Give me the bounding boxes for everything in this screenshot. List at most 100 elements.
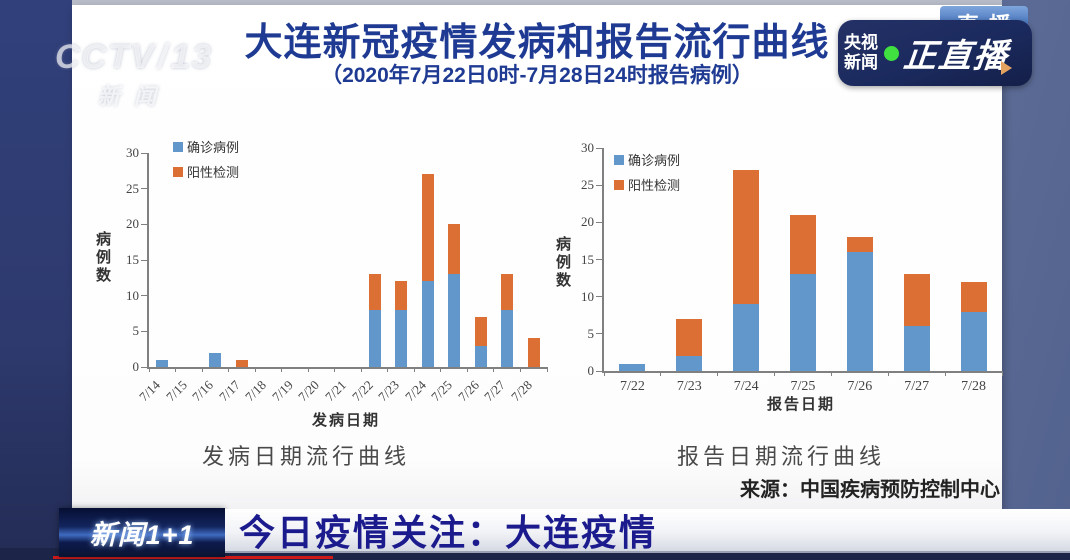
- chart-panel: 大连新冠疫情发病和报告流行曲线 （2020年7月22日0时-7月28日24时报告…: [72, 5, 1003, 510]
- bar-segment: [474, 345, 487, 367]
- plot-area: 0 5 10 15 20 25 30 7/14 7/15 7/16 7/17 7/18 7/19 7/20…: [126, 140, 548, 404]
- y-tick-label: 15: [581, 251, 594, 267]
- x-tick-mark-icon: [493, 367, 495, 372]
- bar-segment: [960, 281, 987, 312]
- x-tick-mark-icon: [413, 367, 415, 372]
- y-tick-label: 0: [587, 363, 595, 378]
- x-tick-mark-icon: [254, 367, 256, 372]
- program-logo-text: 新闻1+1: [89, 520, 195, 550]
- x-tick-mark-icon: [334, 367, 336, 372]
- program-logo: 新闻1+1: [59, 508, 225, 557]
- bar-segment: [527, 338, 540, 367]
- cctv-logo-caption: 新闻: [97, 84, 170, 109]
- headline-text: 今日疫情关注：大连疫情: [239, 512, 658, 553]
- headline-banner: 今日疫情关注：大连疫情: [225, 509, 1070, 553]
- y-tick-mark-icon: [596, 221, 602, 223]
- plot-area: 0 5 10 15 20 25 30 7/22 7/23 7/24 7/25 7/26 7/27 7/28…: [581, 140, 1003, 394]
- bar-segment: [395, 281, 408, 310]
- bar-segment: [421, 174, 434, 282]
- y-tick-mark-icon: [141, 259, 147, 261]
- data-source: 来源：中国疾病预防控制中心: [740, 479, 1000, 501]
- x-tick-label: 7/23: [676, 379, 702, 394]
- live-broadcast-badge: 央视 新闻 正直播: [838, 20, 1032, 86]
- y-tick-mark-icon: [596, 184, 602, 186]
- bar-segment: [676, 318, 703, 357]
- bar-segment: [733, 304, 760, 371]
- x-tick-mark-icon: [440, 367, 442, 372]
- y-tick-label: 30: [126, 145, 139, 160]
- bar-segment: [846, 252, 873, 371]
- y-tick-mark-icon: [596, 259, 602, 260]
- chart-caption: 发病日期流行曲线: [201, 444, 410, 469]
- x-tick-mark-icon: [307, 367, 309, 372]
- bar-segment: [790, 214, 816, 275]
- bar-segment: [368, 274, 381, 310]
- legend-swatch-icon: [173, 166, 183, 177]
- y-tick-label: 5: [587, 325, 595, 341]
- x-tick-mark-icon: [175, 367, 177, 372]
- y-tick-label: 25: [126, 180, 139, 196]
- bar-segment: [501, 309, 514, 367]
- chart-legend: 确诊病例 阳性检测: [173, 137, 239, 187]
- x-tick-mark-icon: [1001, 371, 1003, 376]
- cctv-logo-slash: /: [157, 38, 170, 76]
- bar-segment: [235, 359, 248, 367]
- live-dot-icon: [884, 45, 899, 61]
- y-tick-label: 25: [581, 177, 594, 193]
- legend-item: 阳性检测: [614, 175, 680, 194]
- x-tick-mark-icon: [717, 371, 719, 376]
- bar-segment: [421, 281, 434, 367]
- bar-segment: [960, 311, 987, 371]
- y-tick-mark-icon: [596, 370, 602, 372]
- x-tick-mark-icon: [387, 367, 389, 372]
- y-tick-label: 20: [126, 216, 139, 232]
- legend-item: 阳性检测: [173, 162, 239, 181]
- badge-channel-line2: 新闻: [844, 53, 878, 72]
- legend-swatch-icon: [614, 154, 624, 165]
- bar-segment: [501, 274, 514, 310]
- y-tick-mark-icon: [596, 147, 602, 149]
- y-tick-label: 5: [132, 323, 140, 339]
- x-tick-label: 7/26: [847, 379, 873, 394]
- badge-channel-line1: 央视: [844, 33, 878, 53]
- legend-swatch-icon: [173, 141, 183, 152]
- x-tick-label: 7/28: [961, 379, 986, 394]
- cctv-logo-text: CCTV: [55, 38, 156, 76]
- x-axis-title: 报告日期: [766, 397, 835, 413]
- y-tick-label: 10: [581, 288, 594, 304]
- y-tick-mark-icon: [596, 296, 602, 298]
- x-tick-mark-icon: [774, 371, 776, 376]
- red-accent-line: [53, 556, 333, 559]
- y-tick-label: 0: [132, 359, 140, 374]
- bar-segment: [448, 224, 461, 275]
- bar-segment: [209, 352, 222, 367]
- legend-item: 确诊病例: [173, 137, 239, 156]
- page-subtitle: （2020年7月22日0时-7月28日24时报告病例）: [321, 64, 753, 87]
- y-tick-label: 30: [581, 140, 594, 155]
- bar-segment: [474, 317, 487, 346]
- y-tick-mark-icon: [141, 188, 147, 190]
- x-tick-label: 7/22: [619, 379, 645, 394]
- bar-segment: [846, 237, 873, 253]
- legend-label: 阳性检测: [187, 165, 240, 180]
- x-tick-mark-icon: [830, 371, 832, 376]
- legend-label: 阳性检测: [628, 178, 681, 193]
- x-tick-mark-icon: [281, 367, 283, 372]
- y-axis-title: 病例数: [94, 231, 110, 285]
- x-tick-label: 7/25: [790, 379, 816, 394]
- chart-legend: 确诊病例 阳性检测: [614, 150, 680, 200]
- x-tick-mark-icon: [148, 367, 150, 372]
- bar-segment: [790, 274, 816, 371]
- bar-segment: [368, 309, 381, 367]
- bar-segment: [395, 309, 408, 367]
- top-gray-strip: [72, 0, 1002, 6]
- cctv-channel-number: 13: [171, 38, 213, 76]
- x-tick-label: 7/24: [733, 379, 759, 394]
- bar-segment: [448, 274, 461, 367]
- legend-label: 确诊病例: [187, 140, 240, 155]
- x-tick-mark-icon: [466, 367, 468, 372]
- x-tick-mark-icon: [519, 367, 521, 372]
- live-status-text: 正直播: [901, 37, 1011, 74]
- bar-segment: [903, 274, 930, 327]
- x-tick-mark-icon: [944, 371, 946, 376]
